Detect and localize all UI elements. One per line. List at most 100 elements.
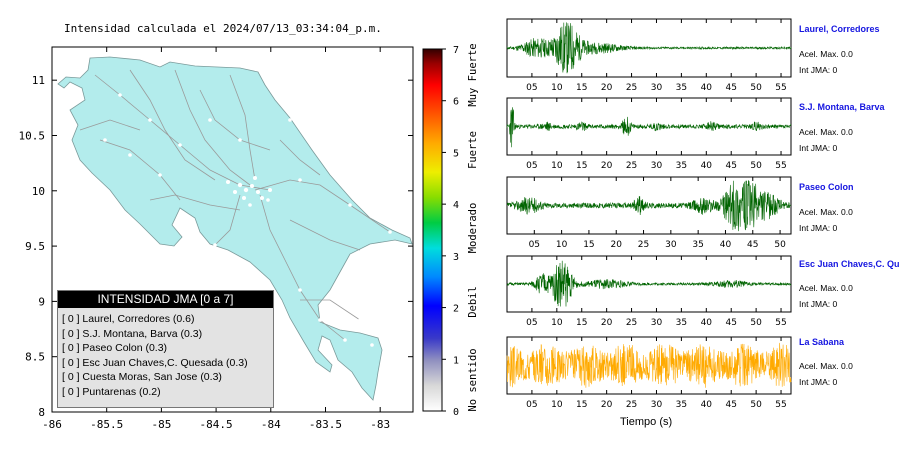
- waveform-tick-label: 05: [529, 240, 540, 250]
- colorbar-tick-label: 2: [453, 304, 459, 315]
- waveform-tick-label: 25: [626, 400, 637, 410]
- colorbar-tick-label: 3: [453, 252, 459, 263]
- waveform-tick-label: 45: [725, 318, 736, 328]
- waveform-tick-label: 55: [775, 318, 786, 328]
- waveform-tick-label: 15: [576, 318, 587, 328]
- map-x-tick-label: -83.5: [309, 418, 342, 431]
- waveform-tick-label: 05: [526, 161, 537, 171]
- station-info: Acel. Max. 0.0 Int JMA: 0: [799, 280, 853, 312]
- legend-item: [ 0 ] Paseo Colon (0.3): [62, 342, 168, 354]
- legend-item: [ 0 ] S.J. Montana, Barva (0.3): [62, 327, 203, 340]
- colorbar-tick-label: 5: [453, 148, 459, 159]
- city-dots: [103, 93, 392, 347]
- waveform-tick-label: 10: [551, 400, 563, 410]
- waveform-tick-label: 15: [583, 240, 594, 250]
- waveform-tick-label: 45: [747, 240, 758, 250]
- waveform-tick-label: 25: [638, 240, 649, 250]
- waveform-tick-label: 25: [626, 318, 637, 328]
- costa-rica-landmass: [57, 56, 413, 401]
- waveform-tick-label: 35: [692, 240, 703, 250]
- intensity-legend: INTENSIDAD JMA [0 a 7] [ 0 ] Laurel, Cor…: [57, 290, 274, 408]
- waveform-trace: [506, 342, 792, 388]
- colorbar-category-label: Debil: [467, 286, 479, 318]
- map-x-tick-label: -84.5: [200, 418, 233, 431]
- colorbar-category-label: No sentido: [467, 348, 479, 411]
- waveform-tick-label: 35: [676, 400, 687, 410]
- waveform-tick-label: 50: [750, 161, 762, 171]
- station-name: S.J. Montana, Barva: [799, 102, 885, 112]
- station-jma: Int JMA: 0: [799, 223, 838, 233]
- colorbar-category-label: Fuerte: [467, 131, 479, 169]
- waveform-tick-label: 40: [701, 400, 713, 410]
- waveform-tick-label: 30: [651, 83, 663, 93]
- waveform-tick-label: 40: [701, 83, 713, 93]
- waveform-tick-label: 35: [676, 318, 687, 328]
- legend-item: [ 0 ] Laurel, Corredores (0.6): [62, 313, 195, 325]
- colorbar-category-label: Muy Fuerte: [467, 43, 479, 106]
- waveform-tick-label: 10: [551, 318, 563, 328]
- waveform-tick-label: 25: [626, 161, 637, 171]
- waveform-tick-label: 20: [601, 83, 613, 93]
- station-jma: Int JMA: 0: [799, 65, 838, 75]
- waveform-tick-label: 55: [775, 83, 786, 93]
- waveform-tick-label: 05: [526, 400, 537, 410]
- waveform-tick-label: 35: [676, 161, 687, 171]
- map-y-tick-label: 8.5: [25, 351, 45, 364]
- map-x-tick-label: -83: [370, 418, 390, 431]
- waveform-panel: 05 10 15 20 25 30 35 40 45 50 55: [506, 255, 792, 328]
- waveform-tick-label: 30: [651, 318, 663, 328]
- station-acel: Acel. Max. 0.0: [799, 283, 853, 293]
- station-name: Laurel, Corredores: [799, 24, 880, 34]
- waveform-tick-label: 50: [774, 240, 786, 250]
- map-x-tick-label: -84: [261, 418, 281, 431]
- waveform-panels: 05 10 15 20 25 30 35 40 45 50 55 05 10 15 20 25 30 35 40 45…: [506, 18, 792, 410]
- station-acel: Acel. Max. 0.0: [799, 207, 853, 217]
- map-y-tick-label: 9.5: [25, 240, 45, 253]
- colorbar-tick-label: 4: [453, 200, 459, 211]
- waveform-trace: [506, 107, 792, 148]
- waveform-tick-label: 20: [611, 240, 623, 250]
- legend-item: [ 0 ] Cuesta Moras, San Jose (0.3): [62, 371, 222, 383]
- waveform-tick-label: 50: [750, 400, 762, 410]
- map-y-tick-label: 9: [38, 295, 45, 308]
- map-y-tick-label: 10: [32, 185, 45, 198]
- waveform-tick-label: 05: [526, 83, 537, 93]
- station-jma: Int JMA: 0: [799, 377, 838, 387]
- map-y-tick-label: 11: [32, 74, 45, 87]
- station-info: Acel. Max. 0.0 Int JMA: 0: [799, 124, 853, 156]
- map-title: Intensidad calculada el 2024/07/13_03:34…: [64, 22, 382, 35]
- waveform-tick-label: 45: [725, 161, 736, 171]
- waveform-tick-label: 05: [526, 318, 537, 328]
- waveform-tick-label: 30: [665, 240, 677, 250]
- station-jma: Int JMA: 0: [799, 299, 838, 309]
- station-jma: Int JMA: 0: [799, 143, 838, 153]
- waveform-tick-label: 15: [576, 400, 587, 410]
- waveform-tick-label: 50: [750, 83, 762, 93]
- waveform-tick-label: 35: [676, 83, 687, 93]
- waveform-tick-label: 25: [626, 83, 637, 93]
- waveform-tick-label: 40: [701, 161, 713, 171]
- waveform-panel: 05 10 15 20 25 30 35 40 45 50 55: [506, 18, 792, 93]
- waveform-tick-label: 55: [775, 400, 786, 410]
- waveform-tick-label: 10: [556, 240, 568, 250]
- map-y-tick-label: 8: [38, 406, 45, 419]
- colorbar-tick-label: 6: [453, 97, 459, 108]
- waveform-tick-label: 15: [576, 83, 587, 93]
- waveform-tick-label: 50: [750, 318, 762, 328]
- station-info: Acel. Max. 0.0 Int JMA: 0: [799, 204, 853, 236]
- station-info: Acel. Max. 0.0 Int JMA: 0: [799, 358, 853, 390]
- station-info: Acel. Max. 0.0 Int JMA: 0: [799, 46, 853, 78]
- waveform-tick-label: 40: [701, 318, 713, 328]
- waveform-tick-label: 10: [551, 161, 563, 171]
- waveform-tick-label: 30: [651, 400, 663, 410]
- legend-item: [ 0 ] Esc Juan Chaves,C. Quesada (0.3): [62, 356, 248, 369]
- colorbar-tick-label: 0: [453, 407, 459, 418]
- waveform-tick-label: 15: [576, 161, 587, 171]
- station-name: La Sabana: [799, 337, 845, 347]
- station-acel: Acel. Max. 0.0: [799, 127, 853, 137]
- waveform-tick-label: 30: [651, 161, 663, 171]
- colorbar-tick-label: 7: [453, 45, 459, 56]
- waveform-tick-label: 55: [775, 161, 786, 171]
- map-y-tick-label: 10.5: [19, 129, 46, 142]
- waveform-tick-label: 45: [725, 83, 736, 93]
